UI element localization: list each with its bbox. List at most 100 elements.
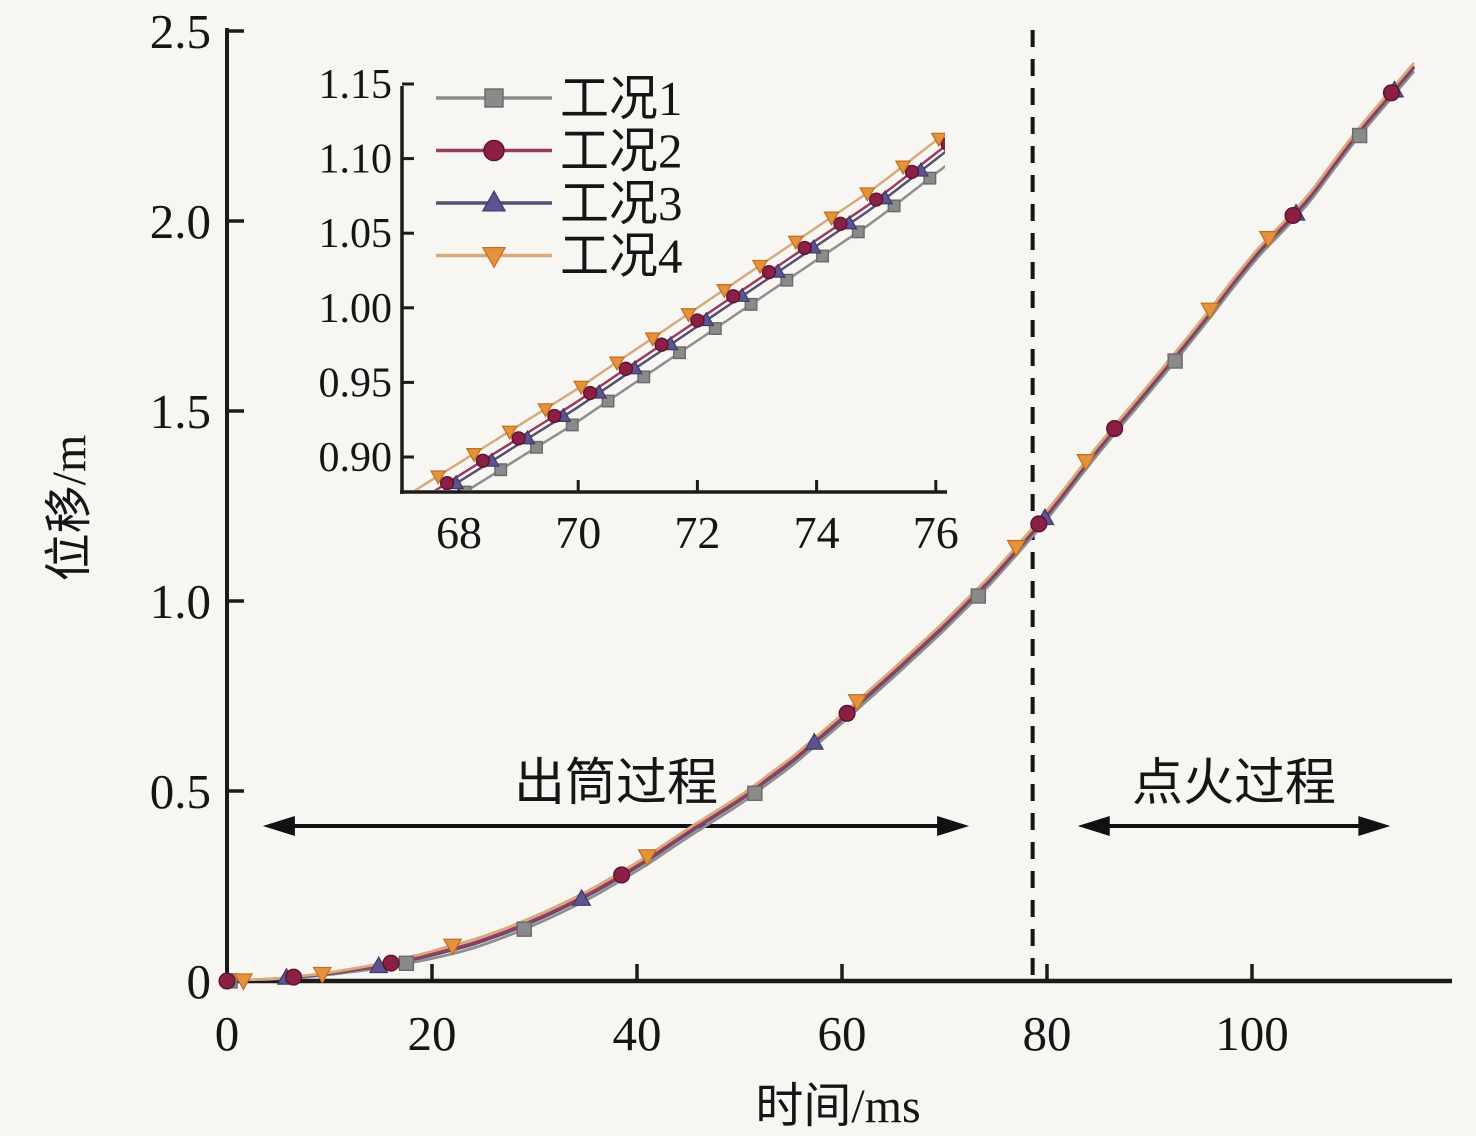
phase-arrow-2 <box>1077 815 1391 836</box>
circle-marker <box>940 137 945 151</box>
triangle-down-marker <box>859 187 876 202</box>
series-line-工况4 <box>229 61 1416 981</box>
circle-marker <box>1106 420 1124 438</box>
inset-markers-工况4 <box>395 132 945 506</box>
triangle-down-marker <box>501 425 518 441</box>
triangle-down-marker <box>1258 231 1279 249</box>
square-marker <box>601 394 615 408</box>
inset-x-tick-label: 70 <box>555 507 601 558</box>
inset-markers-工况2 <box>405 137 945 512</box>
circle-icon <box>483 139 505 162</box>
triangle-down-marker <box>1006 539 1026 558</box>
inset-x-tick-label: 68 <box>436 507 482 558</box>
inset-y-tick-label: 1.15 <box>319 62 393 108</box>
triangle-down-marker <box>537 403 554 418</box>
circle-marker <box>1382 84 1400 102</box>
main-axes: 0 20 40 60 80 100 0 0.5 1.0 1.5 2.0 2.5 时间/ms 位移/m <box>43 4 1452 1133</box>
series-markers-工况4 <box>233 231 1279 991</box>
inset-x-tick-label: 76 <box>913 507 959 558</box>
series-line-工况1 <box>229 70 1416 981</box>
legend-item-工况4: 工况4 <box>436 229 683 284</box>
circle-marker <box>904 164 920 180</box>
arrow-head-right <box>937 815 970 836</box>
x-tick-label: 100 <box>1215 1006 1289 1061</box>
legend-label: 工况4 <box>560 229 683 284</box>
circle-marker <box>618 361 634 376</box>
square-marker <box>780 273 794 287</box>
circle-marker <box>405 499 418 512</box>
inset-y-tick-label: 1.00 <box>319 286 393 332</box>
y-tick-label: 0.5 <box>150 764 211 819</box>
triangle-down-marker <box>637 849 657 867</box>
triangle-down-marker <box>573 380 590 396</box>
square-marker <box>747 785 763 801</box>
y-axis-title: 位移/m <box>43 435 96 582</box>
circle-marker <box>833 216 848 231</box>
triangle-up-marker <box>571 888 592 906</box>
arrow-head-left <box>1077 815 1110 836</box>
legend-item-工况1: 工况1 <box>436 71 683 126</box>
square-marker <box>398 955 415 972</box>
circle-marker <box>382 954 400 972</box>
triangle-down-marker <box>312 966 333 985</box>
triangle-down-marker <box>429 470 447 485</box>
square-marker <box>458 485 472 490</box>
circle-marker <box>439 475 455 490</box>
inset-y-tick-label: 1.10 <box>319 137 393 183</box>
triangle-down-marker <box>751 259 769 275</box>
square-marker <box>637 370 651 384</box>
square-marker <box>1351 127 1368 144</box>
legend-label: 工况1 <box>560 71 683 126</box>
inset-y-tick-label: 1.05 <box>319 211 393 257</box>
arrow-head-right <box>1358 815 1391 836</box>
square-marker <box>851 225 865 239</box>
triangle-down-marker <box>442 938 463 956</box>
triangle-down-marker <box>847 694 868 712</box>
y-tick-label: 1.0 <box>150 574 211 629</box>
circle-marker <box>582 385 598 401</box>
series-markers-工况1 <box>222 127 1368 989</box>
x-tick-label: 0 <box>215 1006 240 1061</box>
phase-label-2: 点火过程 <box>1132 756 1336 812</box>
circle-marker <box>1284 206 1302 225</box>
main-series-markers <box>218 80 1405 991</box>
legend-item-工况3: 工况3 <box>436 176 683 231</box>
square-marker <box>923 171 937 185</box>
y-tick-label: 0 <box>187 954 212 1009</box>
triangle-down-icon <box>481 246 507 269</box>
triangle-down-marker <box>608 356 626 371</box>
x-tick-label: 60 <box>818 1006 867 1061</box>
triangle-down-marker <box>894 160 912 175</box>
y-tick-label: 2.0 <box>150 194 211 249</box>
square-marker <box>530 440 543 454</box>
phase-arrow-1 <box>262 815 970 836</box>
triangle-down-marker <box>233 973 254 991</box>
square-marker <box>1167 353 1183 369</box>
square-marker <box>673 346 686 360</box>
triangle-down-marker <box>823 211 840 226</box>
square-marker <box>494 463 508 477</box>
triangle-down-marker <box>395 493 409 506</box>
circle-marker <box>726 289 741 304</box>
triangle-up-icon <box>481 189 507 212</box>
x-tick-label: 80 <box>1023 1006 1072 1061</box>
circle-marker <box>869 192 884 207</box>
square-marker <box>423 509 435 521</box>
circle-marker <box>511 431 526 446</box>
main-series-lines <box>229 61 1416 981</box>
inset-y-tick-label: 0.90 <box>319 435 393 481</box>
triangle-down-marker <box>1076 454 1096 472</box>
legend-item-工况2: 工况2 <box>436 124 683 179</box>
square-icon <box>484 88 504 108</box>
x-tick-label: 20 <box>408 1006 457 1061</box>
square-marker <box>744 297 758 311</box>
circle-marker <box>285 968 303 986</box>
circle-marker <box>475 453 490 468</box>
inset-panel: 68 70 72 74 76 0.90 0.95 1.00 1.05 1.10 1.15 <box>319 62 959 558</box>
circle-marker <box>761 265 777 280</box>
triangle-down-marker <box>465 447 483 463</box>
legend-label: 工况2 <box>560 124 683 179</box>
annotations: 出筒过程 点火过程 <box>262 30 1391 979</box>
arrow-head-left <box>262 815 295 836</box>
